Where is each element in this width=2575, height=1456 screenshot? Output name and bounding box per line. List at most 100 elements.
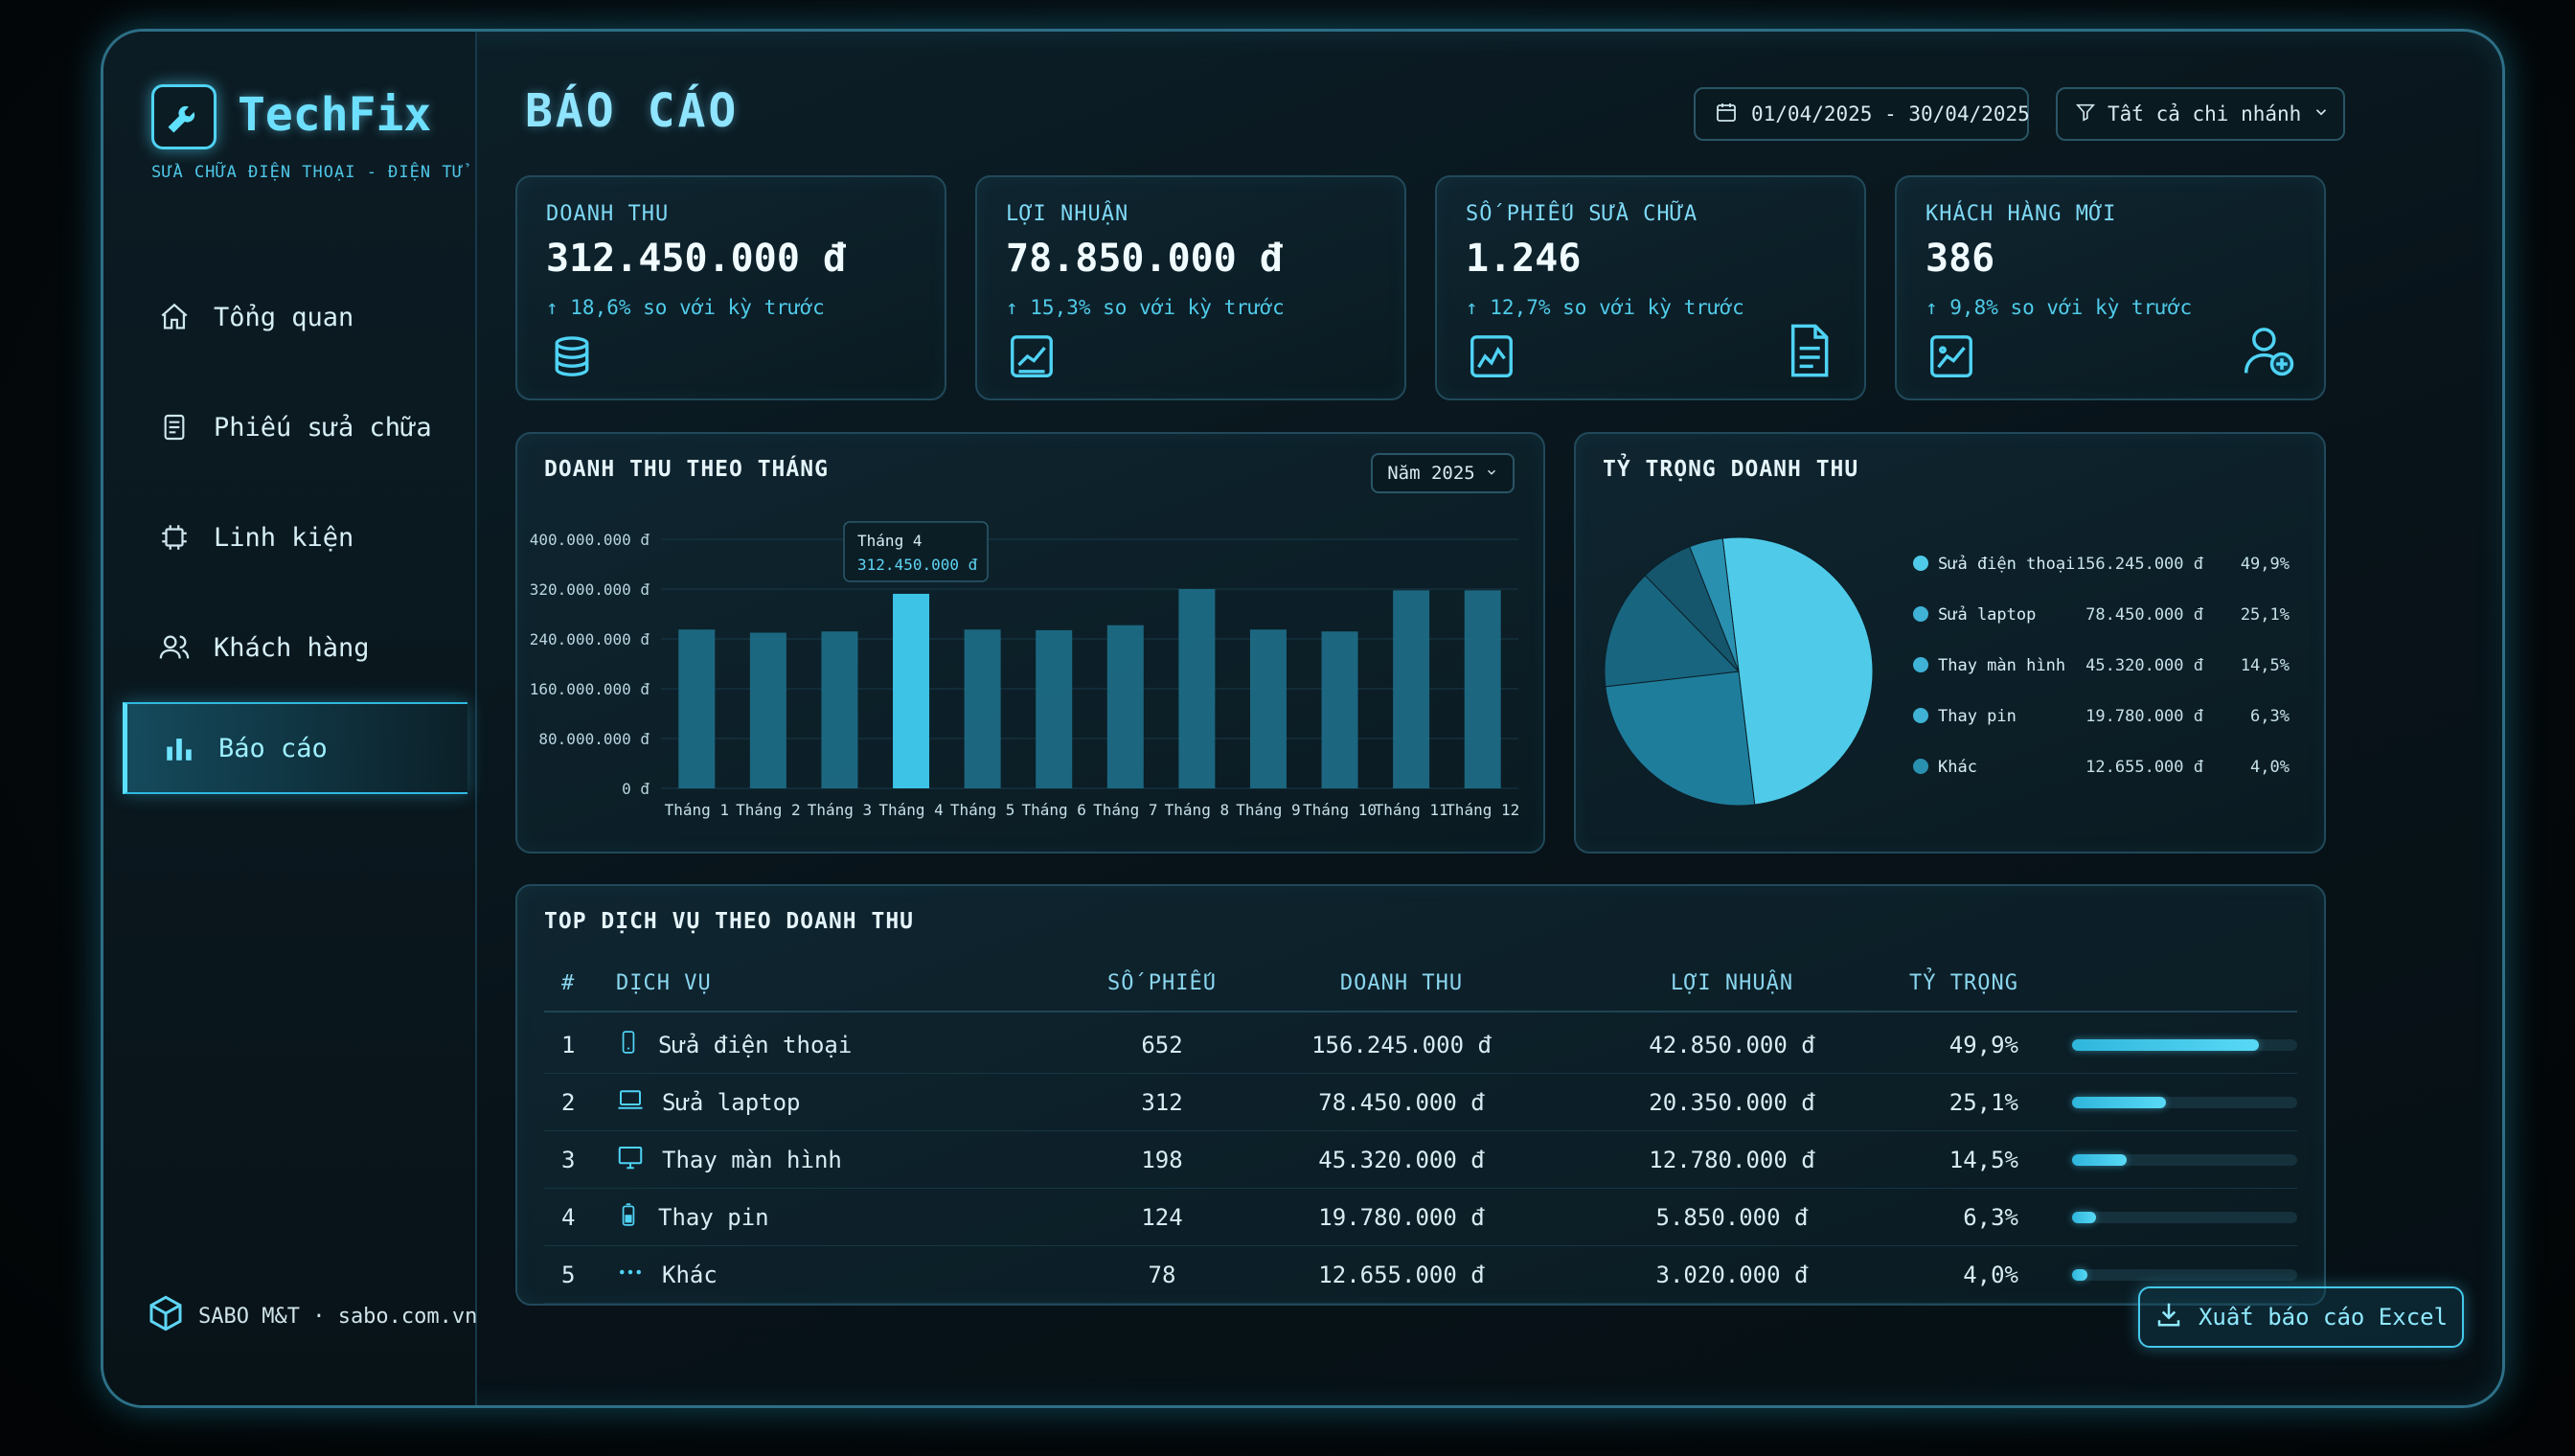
year-select-value: Năm 2025 xyxy=(1387,463,1475,484)
tooltip-value: 312.450.000 đ xyxy=(857,556,978,574)
sidebar-item-repair-tickets[interactable]: Phiếu sửa chữa xyxy=(123,381,467,473)
coins-icon xyxy=(546,330,598,382)
row-profit: 20.350.000 đ xyxy=(1649,1088,1815,1116)
stat-label: LỢI NHUẬN xyxy=(1006,202,1129,226)
stat-value: 1.246 xyxy=(1466,237,1582,281)
row-share: 6,3% xyxy=(1963,1203,2018,1231)
service-name: Thay màn hình xyxy=(662,1146,842,1173)
row-profit: 42.850.000 đ xyxy=(1649,1031,1815,1058)
pie-slice-2 xyxy=(1605,671,1756,807)
legend-label: Thay màn hình xyxy=(1938,656,2065,675)
x-tick-label: Tháng 9 xyxy=(1236,801,1300,819)
phone-icon xyxy=(616,1028,641,1062)
users-icon xyxy=(156,629,193,666)
table-row[interactable]: 1 Sửa điện thoại 652 156.245.000 đ 42.850.00… xyxy=(544,1016,2297,1074)
sidebar-item-reports[interactable]: Báo cáo xyxy=(123,702,467,794)
export-excel-button[interactable]: Xuất báo cáo Excel xyxy=(2138,1286,2464,1348)
row-profit: 5.850.000 đ xyxy=(1655,1203,1809,1231)
export-button-label: Xuất báo cáo Excel xyxy=(2198,1304,2449,1331)
row-profit: 3.020.000 đ xyxy=(1655,1261,1809,1288)
col-header-service: DỊCH VỤ xyxy=(616,970,712,995)
stat-value: 312.450.000 đ xyxy=(546,237,847,281)
share-bar-fill xyxy=(2072,1211,2096,1223)
x-tick-label: Tháng 4 xyxy=(878,801,943,819)
trend-chart-icon xyxy=(1006,330,1058,382)
table-row[interactable]: 2 Sửa laptop 312 78.450.000 đ 20.350.000 đ 25… xyxy=(544,1074,2297,1131)
service-name: Sửa laptop xyxy=(662,1088,801,1116)
y-tick-label: 80.000.000 đ xyxy=(538,730,649,748)
share-bar xyxy=(2072,1268,2297,1281)
stat-value: 386 xyxy=(1926,237,1995,281)
row-number: 2 xyxy=(561,1088,576,1116)
stat-change: ↑ 18,6% so với kỳ trước xyxy=(546,296,825,319)
row-service: Sửa điện thoại xyxy=(616,1028,1095,1062)
cube-logo-icon xyxy=(147,1294,185,1338)
bar-5 xyxy=(964,629,1001,788)
calendar-icon xyxy=(1715,101,1738,128)
home-icon xyxy=(156,299,193,335)
x-tick-label: Tháng 1 xyxy=(665,801,729,819)
x-tick-label: Tháng 3 xyxy=(808,801,872,819)
sidebar-item-customers[interactable]: Khách hàng xyxy=(123,602,467,694)
sidebar-item-overview[interactable]: Tổng quan xyxy=(123,271,467,363)
stat-card-tickets: SỐ PHIẾU SỬA CHỮA 1.246 ↑ 12,7% so với k… xyxy=(1435,175,1866,400)
share-bar-fill xyxy=(2072,1096,2167,1108)
sidebar-item-label: Phiếu sửa chữa xyxy=(214,412,432,443)
stat-label: SỐ PHIẾU SỬA CHỮA xyxy=(1466,202,1698,226)
row-number: 4 xyxy=(561,1203,576,1231)
tooltip-label: Tháng 4 xyxy=(857,532,922,550)
date-range-picker[interactable]: 01/04/2025 - 30/04/2025 xyxy=(1694,87,2030,141)
row-count: 652 xyxy=(1141,1031,1183,1058)
table-row[interactable]: 4 Thay pin 124 19.780.000 đ 5.850.000 đ 6,3% xyxy=(544,1189,2297,1246)
brand-tagline: SỬA CHỮA ĐIỆN THOẠI - ĐIỆN TỬ xyxy=(151,163,464,182)
row-share: 25,1% xyxy=(1948,1088,2018,1116)
branch-filter-select[interactable]: Tất cả chi nhánh xyxy=(2056,87,2345,141)
add-user-icon xyxy=(2242,321,2295,380)
monitor-icon xyxy=(616,1143,645,1177)
laptop-icon xyxy=(616,1085,645,1120)
bar-8 xyxy=(1178,589,1216,788)
row-share: 14,5% xyxy=(1948,1146,2018,1173)
legend-dot xyxy=(1913,556,1928,571)
row-service: Thay pin xyxy=(616,1200,1095,1235)
wrench-icon xyxy=(151,84,216,149)
table-row[interactable]: 5 Khác 78 12.655.000 đ 3.020.000 đ 4,0% xyxy=(544,1246,2297,1304)
main-content: BÁO CÁO 01/04/2025 - 30/04/2025 Tất cả c… xyxy=(477,32,2502,1405)
stat-card-profit: LỢI NHUẬN 78.850.000 đ ↑ 15,3% so với kỳ… xyxy=(975,175,1406,400)
sidebar-item-label: Báo cáo xyxy=(218,733,328,763)
sidebar-item-label: Khách hàng xyxy=(214,632,370,663)
filter-icon xyxy=(2075,102,2096,127)
legend-label: Thay pin xyxy=(1938,707,2017,726)
scatter-chart-icon xyxy=(1926,330,1977,382)
tooltip-box xyxy=(843,521,989,582)
col-header-revenue: DOANH THU xyxy=(1339,970,1464,995)
stat-card-new-customers: KHÁCH HÀNG MỚI 386 ↑ 9,8% so với kỳ trướ… xyxy=(1895,175,2326,400)
top-services-panel: TOP DỊCH VỤ THEO DOANH THU # DỊCH VỤ SỐ … xyxy=(515,884,2326,1306)
legend-value: 78.450.000 đ xyxy=(2085,605,2204,625)
row-count: 124 xyxy=(1141,1203,1183,1231)
revenue-bar-chart: 400.000.000 đ 320.000.000 đ 240.000.000 đ 1… xyxy=(530,521,1519,819)
footer-text: SABO M&T · sabo.com.vn xyxy=(198,1304,478,1329)
stat-label: DOANH THU xyxy=(546,202,670,226)
bar-11 xyxy=(1393,590,1430,788)
y-tick-label: 0 đ xyxy=(622,780,649,798)
panel-title: DOANH THU THEO THÁNG xyxy=(544,457,829,482)
bar-9 xyxy=(1249,629,1287,788)
legend-dot xyxy=(1913,657,1928,672)
stat-change: ↑ 9,8% so với kỳ trước xyxy=(1926,296,2193,319)
table-row[interactable]: 3 Thay màn hình 198 45.320.000 đ 12.780.000 … xyxy=(544,1131,2297,1189)
col-header-profit: LỢI NHUẬN xyxy=(1670,970,1794,995)
pie-slice-3 xyxy=(1604,575,1741,688)
revenue-pie-chart: Sửa điện thoại 156.245.000 đ 49,9% Sửa lapt… xyxy=(1604,536,2290,807)
bar-4 xyxy=(893,593,930,788)
year-select[interactable]: Năm 2025 xyxy=(1371,453,1515,493)
document-list-icon xyxy=(1782,321,1835,380)
share-bar-fill xyxy=(2072,1038,2260,1051)
sidebar-item-parts[interactable]: Linh kiện xyxy=(123,491,467,583)
y-tick-label: 160.000.000 đ xyxy=(530,680,650,698)
service-name: Thay pin xyxy=(658,1203,769,1231)
page-title: BÁO CÁO xyxy=(525,84,740,138)
document-icon xyxy=(156,409,193,445)
panel-title: TỶ TRỌNG DOANH THU xyxy=(1603,457,1859,482)
legend-label: Khác xyxy=(1938,758,1977,777)
